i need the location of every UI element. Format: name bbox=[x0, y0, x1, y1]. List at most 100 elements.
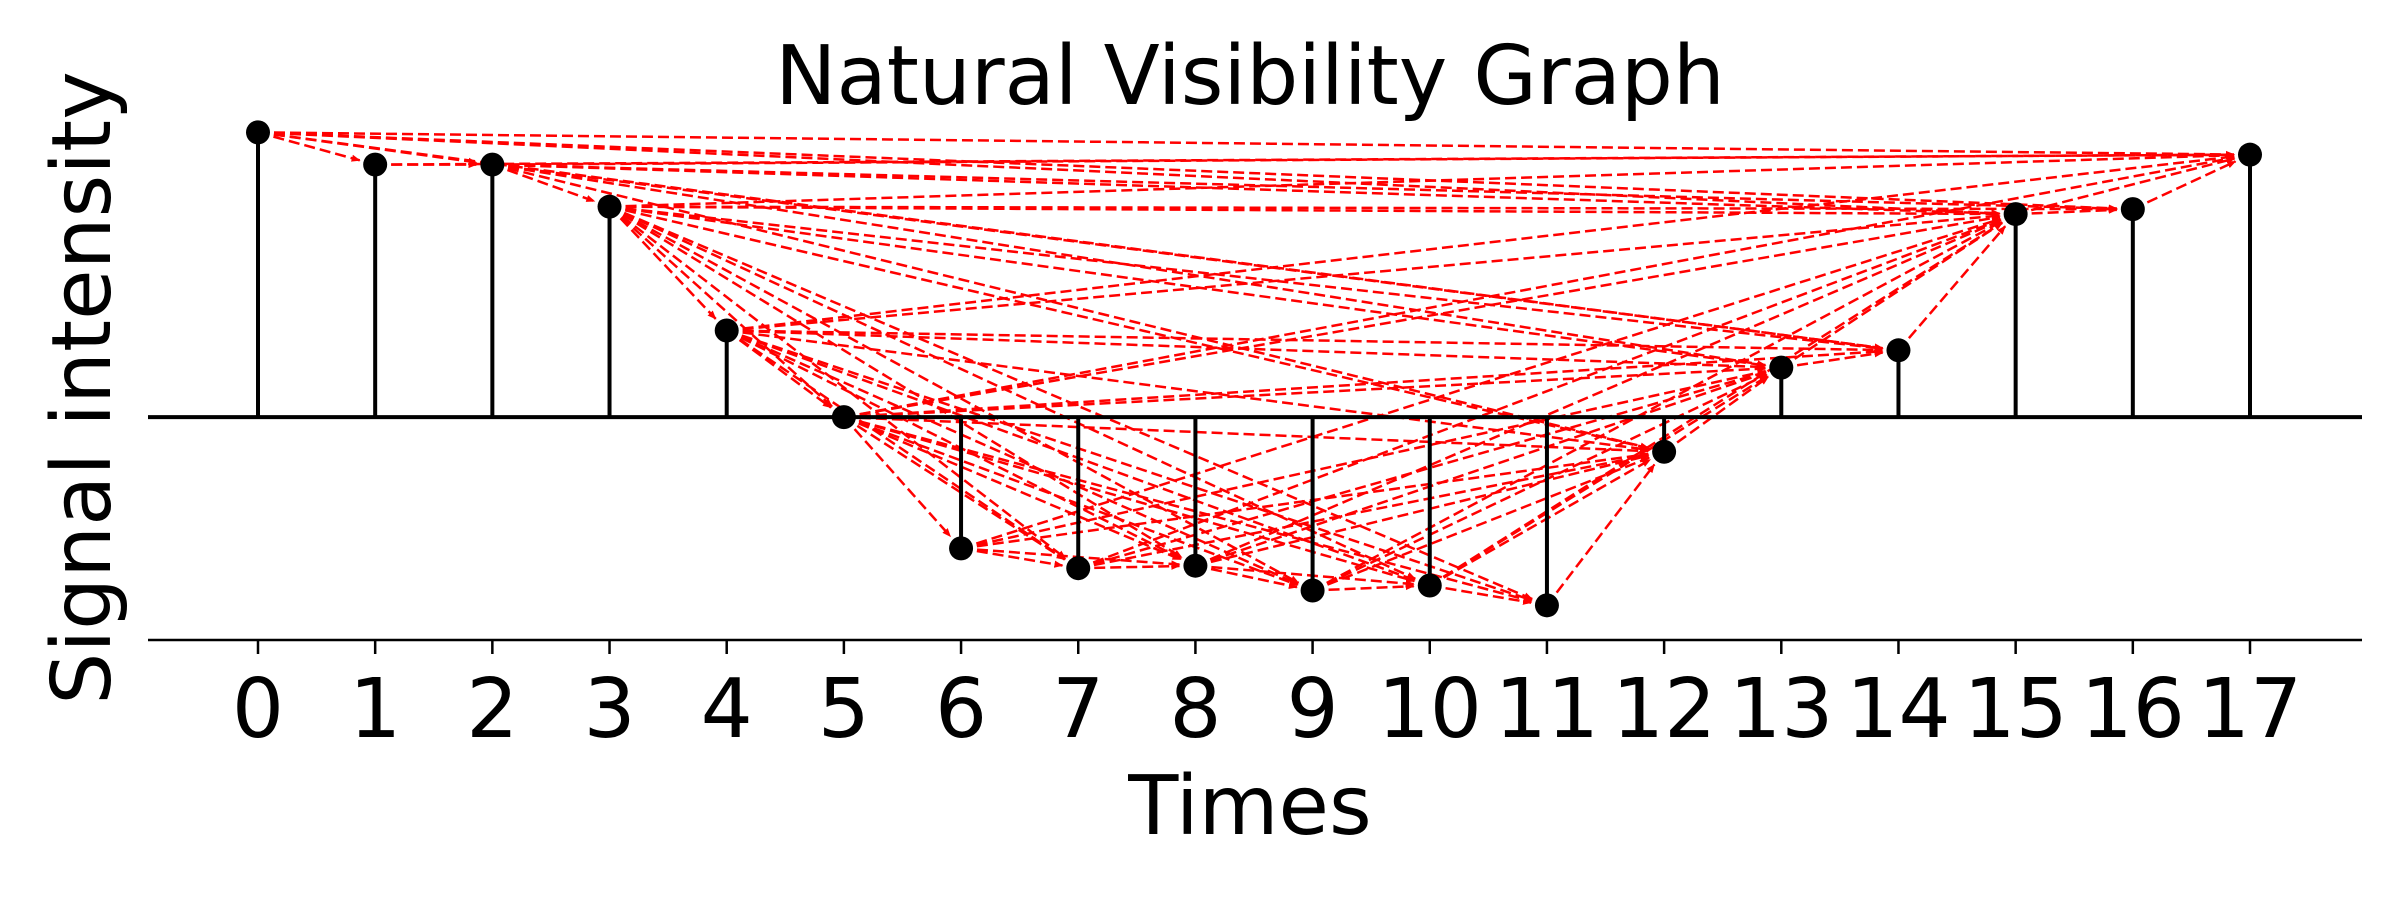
signal-point bbox=[1300, 578, 1325, 603]
signal-point bbox=[480, 152, 505, 177]
signal-point bbox=[246, 120, 270, 145]
visibility-edge bbox=[609, 205, 1767, 368]
visibility-edge bbox=[2015, 157, 2236, 216]
visibility-edge bbox=[842, 416, 952, 538]
visibility-edge bbox=[726, 329, 1299, 586]
x-tick-label: 5 bbox=[818, 662, 870, 757]
x-tick-label: 2 bbox=[466, 662, 518, 757]
chart-title: Natural Visibility Graph bbox=[775, 29, 1725, 124]
signal-point bbox=[1886, 338, 1911, 363]
visibility-edge bbox=[960, 547, 1181, 568]
visibility-edge bbox=[2015, 206, 2118, 216]
signal-points bbox=[246, 120, 2262, 618]
visibility-edge bbox=[1195, 454, 1650, 567]
visibility-edge bbox=[609, 151, 2235, 208]
x-tick-label: 4 bbox=[701, 662, 753, 757]
x-tick-label: 9 bbox=[1287, 662, 1339, 757]
visibility-edge bbox=[1781, 350, 1884, 369]
visibility-edge bbox=[2132, 160, 2237, 211]
x-tick-label: 17 bbox=[2198, 662, 2302, 757]
signal-point bbox=[1534, 593, 1559, 618]
visibility-edge bbox=[1663, 375, 1770, 453]
visibility-edge bbox=[726, 329, 1182, 560]
visibility-edge bbox=[1429, 221, 2003, 587]
visibility-edge bbox=[257, 131, 2001, 217]
visibility-edge bbox=[491, 163, 596, 203]
visibility-edge bbox=[492, 151, 2235, 166]
signal-point bbox=[597, 194, 622, 219]
visibility-edge bbox=[1545, 463, 1656, 607]
signal-point bbox=[363, 152, 388, 177]
visibility-edge bbox=[609, 205, 2118, 213]
x-tick-label: 16 bbox=[2081, 662, 2185, 757]
visibility-edge bbox=[608, 205, 1300, 584]
x-tick-label: 3 bbox=[583, 662, 635, 757]
visibility-edge bbox=[1195, 564, 1298, 590]
signal-point bbox=[949, 536, 974, 561]
visibility-edge bbox=[492, 163, 1884, 351]
visibility-edge bbox=[843, 155, 2236, 419]
x-axis-ticks: 0 1 2 3 4 5 6 7 8 9 10 11 12 13 14 15 16 17 bbox=[232, 640, 2302, 757]
visibility-edge bbox=[843, 415, 1416, 583]
visibility-edge bbox=[492, 163, 1650, 450]
visibility-edge bbox=[843, 214, 2001, 419]
visibility-edge bbox=[960, 451, 1650, 550]
signal-point bbox=[1066, 556, 1091, 581]
visibility-edge bbox=[492, 163, 2001, 217]
visibility-edge bbox=[1312, 373, 1768, 592]
x-tick-label: 12 bbox=[1612, 662, 1716, 757]
visibility-edge bbox=[1195, 564, 1415, 588]
x-tick-label: 13 bbox=[1729, 662, 1833, 757]
x-axis-label: Times bbox=[1127, 759, 1371, 854]
signal-stems bbox=[256, 132, 2252, 606]
signal-point bbox=[831, 405, 856, 430]
visibility-edge bbox=[726, 153, 2235, 332]
visibility-edge bbox=[726, 329, 1767, 371]
x-tick-label: 10 bbox=[1378, 662, 1482, 757]
x-tick-label: 11 bbox=[1495, 662, 1599, 757]
visibility-edge bbox=[1780, 221, 2004, 369]
visibility-edge bbox=[1429, 458, 1652, 587]
signal-point bbox=[1769, 355, 1794, 380]
visibility-edge bbox=[257, 131, 361, 162]
visibility-edge bbox=[609, 205, 1884, 352]
visibility-edge bbox=[1312, 456, 1651, 592]
visibility-edge bbox=[1194, 219, 2002, 567]
x-tick-label: 15 bbox=[1963, 662, 2067, 757]
visibility-edge bbox=[843, 348, 1884, 419]
x-tick-label: 8 bbox=[1169, 662, 1221, 757]
visibility-edge bbox=[257, 131, 2118, 212]
x-tick-label: 1 bbox=[349, 662, 401, 757]
signal-point bbox=[2238, 142, 2262, 167]
visibility-edge bbox=[843, 415, 1299, 587]
visibility-edge bbox=[608, 205, 717, 320]
signal-point bbox=[2120, 197, 2145, 222]
visibility-edge bbox=[1077, 218, 2002, 570]
visibility-edge bbox=[1077, 452, 1650, 570]
visibility-edge bbox=[1312, 582, 1415, 592]
visibility-edge bbox=[726, 329, 1884, 354]
visibility-edge bbox=[609, 205, 1650, 450]
visibility-edge bbox=[1311, 220, 2003, 592]
signal-point bbox=[1183, 553, 1208, 578]
visibility-edge bbox=[843, 415, 1533, 603]
visibility-edge bbox=[257, 131, 2235, 158]
visibility-edge bbox=[843, 415, 1650, 455]
visibility-edge bbox=[726, 212, 2001, 332]
signal-point bbox=[714, 318, 739, 343]
visibility-edge bbox=[960, 369, 1767, 550]
axes bbox=[148, 415, 2362, 642]
x-tick-label: 0 bbox=[232, 662, 284, 757]
visibility-edge bbox=[726, 329, 1533, 602]
visibility-edge bbox=[843, 415, 1182, 561]
x-tick-label: 7 bbox=[1052, 662, 1104, 757]
visibility-edge bbox=[726, 329, 1066, 561]
x-tick-label: 6 bbox=[935, 662, 987, 757]
x-tick-label: 14 bbox=[1846, 662, 1950, 757]
visibility-edge bbox=[1195, 371, 1767, 567]
visibility-edge bbox=[960, 217, 2002, 550]
visibility-edges bbox=[257, 131, 2237, 607]
visibility-edge bbox=[1429, 584, 1533, 605]
